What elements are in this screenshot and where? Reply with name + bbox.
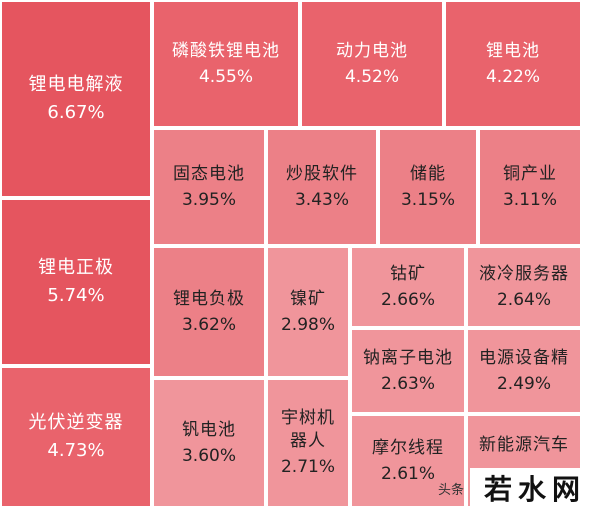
tile-value: 2.66%: [380, 289, 435, 310]
tile-value: 2.61%: [380, 463, 435, 484]
tile-value: 5.74%: [47, 284, 105, 306]
tile-tong-chanye: 铜产业 3.11%: [478, 128, 582, 246]
tile-name: 炒股软件: [286, 163, 358, 184]
tile-name: 铜产业: [503, 163, 557, 184]
tile-name: 液冷服务器: [479, 263, 569, 284]
tile-value: 2.98%: [280, 314, 335, 335]
tile-name: 储能: [410, 163, 446, 184]
watermark-logo: 若水网: [469, 468, 600, 508]
tile-chuneng: 储能 3.15%: [378, 128, 478, 246]
tile-name: 镍矿: [290, 288, 326, 309]
tile-value: 3.43%: [294, 189, 349, 210]
tile-value: 2.49%: [496, 373, 551, 394]
tile-nalizi-dianchi: 钠离子电池 2.63%: [350, 328, 466, 414]
tile-value: 3.95%: [181, 189, 236, 210]
tile-yushu-jiqiren: 宇树机器人 2.71%: [266, 378, 350, 508]
tile-name: 固态电池: [173, 163, 245, 184]
tile-name: 摩尔线程: [372, 437, 444, 458]
tile-name: 钠离子电池: [363, 347, 453, 368]
tile-name: 锂电正极: [38, 257, 114, 279]
tile-value: 4.22%: [485, 66, 540, 87]
tile-value: 6.67%: [47, 101, 105, 123]
tile-name: 新能源汽车: [479, 435, 569, 455]
tile-lidian-dianjieye: 锂电电解液 6.67%: [0, 0, 152, 198]
tile-gukuang: 钴矿 2.66%: [350, 246, 466, 328]
tile-name: 锂电负极: [173, 288, 245, 309]
tile-name: 动力电池: [336, 40, 408, 61]
tile-niekuang: 镍矿 2.98%: [266, 246, 350, 378]
tile-name: 电源设备精: [479, 347, 569, 368]
tile-value: 4.52%: [344, 66, 399, 87]
tile-yeleng-fuwuqi: 液冷服务器 2.64%: [466, 246, 582, 328]
watermark-source: 头条: [437, 482, 464, 498]
tile-value: 3.15%: [400, 189, 455, 210]
tile-name: 宇树机器人: [281, 408, 335, 452]
tile-value: 2.71%: [280, 456, 335, 477]
tile-guangfu-nibianqi: 光伏逆变器 4.73%: [0, 366, 152, 508]
tile-dongli-dianchi: 动力电池 4.52%: [300, 0, 444, 128]
tile-value: 4.55%: [198, 66, 253, 87]
tile-name: 锂电电解液: [28, 74, 124, 96]
tile-value: 4.73%: [47, 439, 105, 461]
tile-name: 光伏逆变器: [28, 412, 124, 434]
tile-value: 3.62%: [181, 314, 236, 335]
tile-value: 2.64%: [496, 289, 551, 310]
tile-dianyuan-shebei: 电源设备精 2.49%: [466, 328, 582, 414]
tile-moer-xiancheng: 摩尔线程 2.61%: [350, 414, 466, 508]
tile-value: 3.60%: [181, 445, 236, 466]
tile-name: 钒电池: [182, 419, 236, 440]
tile-name: 磷酸铁锂电池: [172, 40, 280, 61]
watermark: 头条 若水网: [430, 468, 600, 508]
tile-value: 3.11%: [502, 189, 557, 210]
tile-fan-dianchi: 钒电池 3.60%: [152, 378, 266, 508]
tile-lidian-zhengji: 锂电正极 5.74%: [0, 198, 152, 366]
tile-chaogu-ruanjian: 炒股软件 3.43%: [266, 128, 378, 246]
tile-lidianchi: 锂电池 4.22%: [444, 0, 582, 128]
tile-value: 2.63%: [380, 373, 435, 394]
tile-gutai-dianchi: 固态电池 3.95%: [152, 128, 266, 246]
tile-name: 钴矿: [390, 263, 426, 284]
tile-lidian-fuji: 锂电负极 3.62%: [152, 246, 266, 378]
tile-name: 锂电池: [486, 40, 540, 61]
tile-linsuan-tieli: 磷酸铁锂电池 4.55%: [152, 0, 300, 128]
